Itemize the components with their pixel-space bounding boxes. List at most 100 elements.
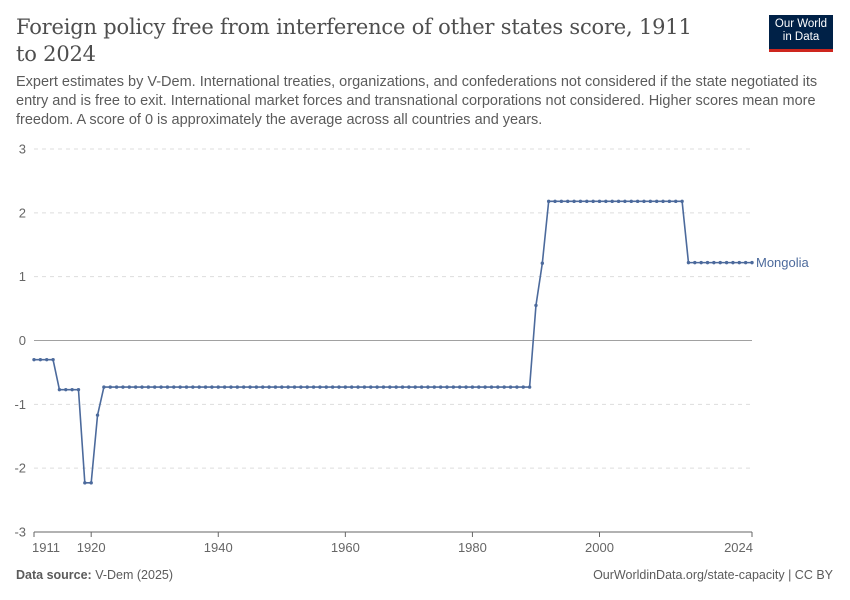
data-point-1974 (432, 385, 437, 389)
data-point-1937 (197, 385, 201, 389)
data-point-1950 (280, 385, 284, 389)
data-point-1927 (133, 385, 138, 389)
data-point-1928 (140, 385, 144, 389)
data-point-1991 (540, 261, 545, 265)
data-point-1939 (210, 385, 214, 389)
data-source-value[interactable]: V-Dem (2025) (95, 568, 174, 582)
data-point-2013 (680, 199, 684, 204)
data-point-1978 (458, 385, 462, 389)
data-point-2002 (610, 199, 614, 204)
data-point-1955 (311, 385, 316, 389)
x-tick-label-2024: 2024 (724, 540, 753, 555)
x-tick-label-1920: 1920 (77, 540, 106, 555)
data-point-2001 (604, 199, 608, 204)
data-point-2017 (705, 260, 710, 265)
data-point-1960 (343, 385, 348, 389)
data-point-1954 (305, 385, 309, 389)
owid-logo[interactable]: Our World in Data (769, 15, 833, 52)
data-point-1971 (413, 385, 417, 389)
data-point-1911 (32, 357, 36, 362)
data-point-2020 (724, 260, 729, 265)
data-point-1934 (178, 385, 182, 389)
data-point-1977 (451, 385, 456, 389)
data-point-1916 (64, 387, 68, 392)
data-point-1942 (229, 385, 233, 389)
data-point-1958 (330, 385, 335, 389)
y-tick-label--2: -2 (14, 461, 26, 476)
data-point-1983 (489, 385, 494, 389)
data-point-1997 (578, 199, 583, 204)
data-point-1994 (559, 199, 564, 204)
data-point-1941 (222, 385, 227, 389)
x-tick-label-1980: 1980 (458, 540, 487, 555)
data-point-1914 (51, 357, 55, 362)
data-source: Data source: V-Dem (2025) (16, 568, 173, 582)
y-tick-label-1: 1 (19, 269, 26, 284)
x-tick-label-1911: 1911 (32, 540, 60, 555)
data-point-1998 (585, 199, 589, 204)
grid-layer (34, 148, 752, 533)
data-point-1972 (419, 385, 424, 389)
axis-layer: -3 -2 -1 0 1 2 3 1911 1920 1940 1960 1980 2000 2024 (14, 142, 753, 556)
data-point-1924 (114, 385, 119, 389)
data-point-1985 (502, 385, 506, 389)
y-tick-label-3: 3 (19, 142, 26, 157)
data-point-2016 (699, 260, 703, 265)
data-point-1947 (261, 385, 265, 389)
data-point-1938 (203, 385, 208, 389)
data-point-1940 (216, 385, 220, 389)
data-point-1995 (566, 199, 570, 204)
data-point-1951 (286, 385, 290, 389)
data-point-1957 (324, 385, 328, 389)
x-tick-label-1940: 1940 (204, 540, 233, 555)
logo-line-1: Our World (774, 18, 828, 30)
data-point-1993 (553, 199, 557, 204)
data-point-1936 (191, 385, 195, 389)
data-point-1990 (534, 303, 538, 308)
data-point-2012 (674, 199, 678, 204)
data-point-2004 (623, 199, 627, 204)
data-point-1912 (38, 357, 43, 362)
data-point-2009 (654, 199, 659, 204)
data-point-2008 (648, 199, 653, 204)
data-point-1961 (349, 385, 354, 389)
data-point-1920 (89, 481, 93, 485)
data-point-1982 (483, 385, 487, 389)
data-point-2005 (629, 199, 633, 204)
y-tick-label-0: 0 (19, 333, 26, 348)
data-point-1996 (572, 199, 576, 204)
data-point-1944 (241, 385, 246, 389)
y-tick-label-2: 2 (19, 205, 26, 220)
data-point-1921 (95, 413, 100, 417)
data-point-1965 (375, 385, 379, 389)
y-tick-label--3: -3 (14, 525, 26, 540)
data-point-1943 (235, 385, 240, 389)
data-point-1970 (407, 385, 411, 389)
data-point-1913 (45, 357, 49, 362)
data-point-2003 (616, 199, 621, 204)
footer-link[interactable]: OurWorldinData.org/state-capacity | CC B… (593, 568, 833, 582)
data-point-2018 (712, 260, 716, 265)
data-point-1932 (165, 385, 170, 389)
series-line-mongolia (34, 200, 752, 484)
data-point-1967 (388, 385, 392, 389)
data-point-1981 (477, 385, 481, 389)
data-point-1946 (254, 385, 259, 389)
data-point-1984 (496, 385, 500, 389)
data-point-1929 (146, 385, 151, 389)
y-tick-label--1: -1 (14, 397, 26, 412)
x-tick-label-1960: 1960 (331, 540, 360, 555)
data-point-1986 (508, 385, 513, 389)
data-point-1962 (356, 385, 360, 389)
data-point-2024 (750, 260, 754, 265)
data-point-1949 (273, 385, 278, 389)
data-point-1973 (426, 385, 430, 389)
logo-line-2: in Data (782, 31, 820, 43)
data-point-1952 (292, 385, 297, 389)
data-point-1930 (153, 385, 157, 389)
data-point-2007 (642, 199, 646, 204)
data-point-1945 (248, 385, 252, 389)
data-point-2022 (737, 260, 741, 265)
chart-subtitle: Expert estimates by V-Dem. International… (16, 74, 818, 128)
